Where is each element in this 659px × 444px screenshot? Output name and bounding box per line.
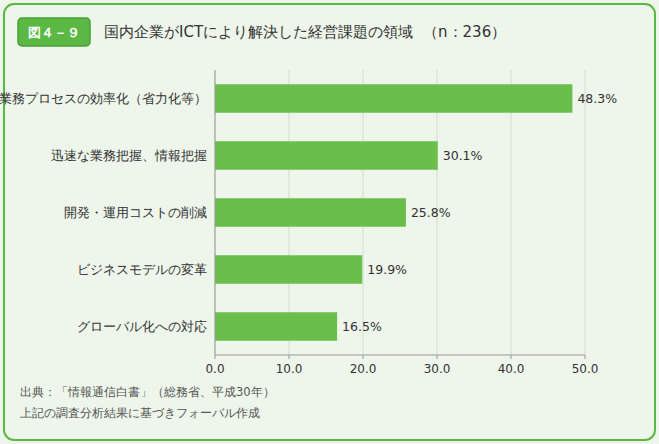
data-labels: 48.3% 30.1% 25.8% 19.9% 16.5%: [342, 91, 617, 334]
x-tick-label: 30.0: [424, 362, 451, 376]
grid-line: [215, 70, 216, 355]
x-tick-label: 50.0: [572, 362, 599, 376]
x-tick: [215, 355, 216, 359]
chart-svg: 図４－９ 国内企業がICTにより解決した経営課題の領域 （n：236） 0.0 10.0…: [0, 0, 659, 444]
tag-box: [18, 18, 90, 46]
bar: [215, 198, 406, 227]
bar: [215, 84, 572, 113]
x-tick: [289, 355, 290, 359]
x-tick-label: 0.0: [205, 362, 224, 376]
x-tick: [363, 355, 364, 359]
x-tick: [437, 355, 438, 359]
bars: [215, 84, 572, 341]
data-label: 19.9%: [367, 262, 407, 277]
category-label: グローバル化への対応: [77, 319, 207, 334]
x-tick-label: 10.0: [276, 362, 303, 376]
tag-text: 図４－９: [28, 25, 80, 40]
category-label: 業務プロセスの効率化（省力化等）: [0, 91, 207, 106]
footer-text: 出典：「情報通信白書」（総務省、平成30年）: [20, 385, 275, 399]
data-label: 48.3%: [577, 91, 617, 106]
background: [0, 0, 659, 444]
grid: [215, 70, 585, 355]
subtitle: （n：236）: [423, 23, 506, 41]
grid-line: [585, 70, 586, 355]
data-label: 16.5%: [342, 319, 382, 334]
x-tick: [585, 355, 586, 359]
x-tick-label: 20.0: [350, 362, 377, 376]
chart-container: 図４－９ 国内企業がICTにより解決した経営課題の領域 （n：236） 0.0 10.0…: [0, 0, 659, 444]
axes: 0.0 10.0 20.0 30.0 40.0 50.0 業務プロセスの効率化（省力化等） 迅…: [0, 70, 598, 376]
title-tag: 図４－９: [18, 18, 90, 46]
x-tick: [511, 355, 512, 359]
data-label: 30.1%: [443, 148, 483, 163]
category-label: 迅速な業務把握、情報把握: [51, 148, 207, 163]
category-label: ビジネスモデルの変革: [77, 262, 207, 277]
category-label: 開発・運用コストの削減: [64, 205, 207, 220]
border: [4, 4, 655, 440]
x-axis-line: [215, 355, 585, 356]
bar: [215, 141, 438, 170]
footer-text: 上記の調査分析結果に基づきフォーバル作成: [20, 406, 260, 420]
x-tick-label: 40.0: [498, 362, 525, 376]
title: 国内企業がICTにより解決した経営課題の領域: [104, 23, 413, 41]
data-label: 25.8%: [411, 205, 451, 220]
y-axis-line: [215, 70, 216, 355]
bar: [215, 312, 337, 341]
bar: [215, 255, 362, 284]
